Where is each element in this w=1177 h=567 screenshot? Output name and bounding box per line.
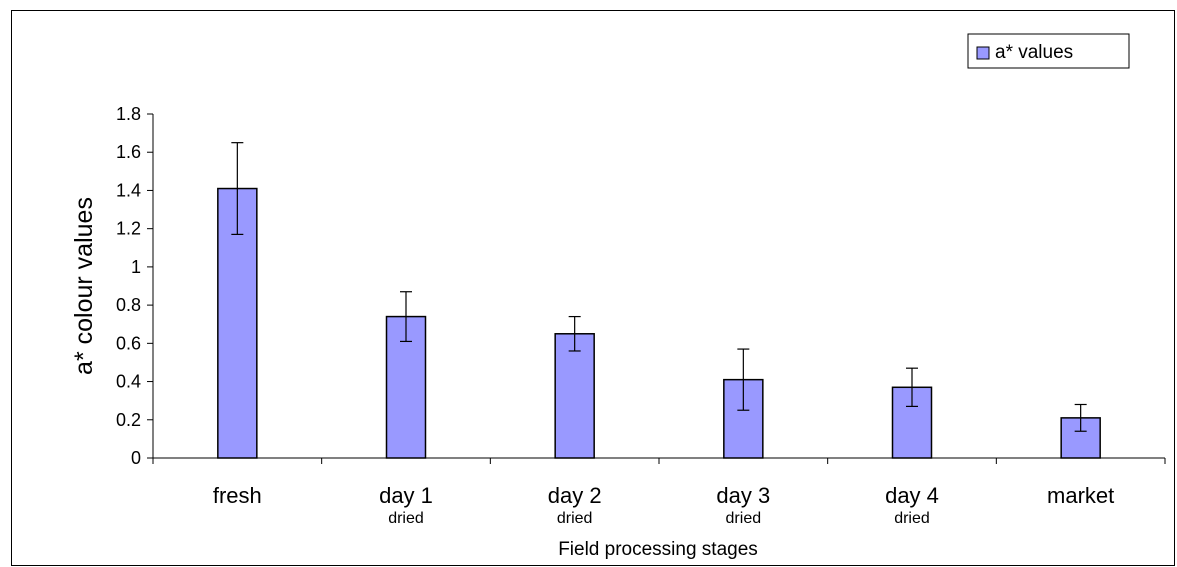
y-tick-label: 1 — [131, 257, 141, 277]
bar-day-2 — [554, 333, 595, 459]
x-category-sublabel: dried — [557, 510, 593, 527]
x-category-label: day 2 — [548, 483, 602, 508]
x-category-sublabel: dried — [894, 510, 930, 527]
y-tick-label: 1.4 — [116, 180, 141, 200]
x-category-label: day 3 — [716, 483, 770, 508]
y-tick-label: 0 — [131, 448, 141, 468]
y-tick-label: 1.2 — [116, 219, 141, 239]
axes-group — [152, 114, 1165, 459]
legend-box — [967, 33, 1130, 69]
legend-swatch — [976, 46, 990, 60]
x-tick-group — [152, 458, 1166, 464]
x-category-sublabel: dried — [726, 510, 762, 527]
y-axis-title: a* colour values — [70, 197, 98, 375]
legend-label: a* values — [995, 42, 1073, 63]
y-tick-label: 0.6 — [116, 333, 141, 353]
error-bar-group — [231, 142, 1087, 432]
category-label-group: fresh day 1 dried day 2 dried day 3 dried day 4… — [213, 483, 1114, 527]
x-category-label: day 4 — [885, 483, 939, 508]
x-category-label: fresh — [213, 483, 262, 508]
chart-frame: 0 0.2 0.4 0.6 0.8 1 1.2 1.4 1.6 1.8 fresh day 1 dri… — [11, 10, 1175, 566]
y-tick-label: 0.8 — [116, 295, 141, 315]
y-tick-group: 0 0.2 0.4 0.6 0.8 1 1.2 1.4 1.6 1.8 — [116, 104, 153, 468]
legend: a* values — [967, 33, 1130, 69]
x-category-sublabel: dried — [388, 510, 424, 527]
x-category-label: market — [1047, 483, 1114, 508]
x-category-label: day 1 — [379, 483, 433, 508]
y-tick-label: 1.8 — [116, 104, 141, 124]
x-axis-title: Field processing stages — [558, 539, 758, 560]
y-tick-label: 0.4 — [116, 372, 141, 392]
y-tick-label: 0.2 — [116, 410, 141, 430]
y-tick-label: 1.6 — [116, 142, 141, 162]
bar-group — [217, 187, 1101, 459]
chart-svg: 0 0.2 0.4 0.6 0.8 1 1.2 1.4 1.6 1.8 fresh day 1 dri… — [70, 33, 1166, 560]
